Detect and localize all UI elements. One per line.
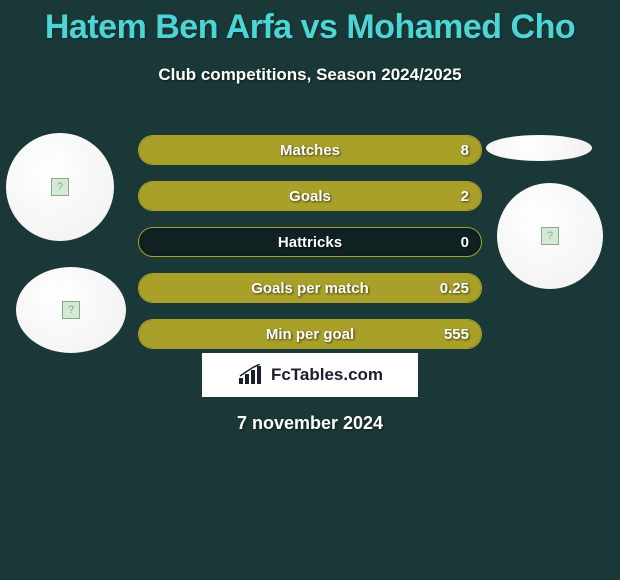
snapshot-date: 7 november 2024: [0, 413, 620, 434]
comparison-subtitle: Club competitions, Season 2024/2025: [0, 65, 620, 85]
broken-image-icon: ?: [541, 227, 559, 245]
stat-value: 8: [461, 136, 469, 166]
player-avatar-left-2: ?: [16, 267, 126, 353]
broken-image-icon: ?: [51, 178, 69, 196]
stats-area: ? ? ? Matches 8 Goals 2 Hattricks 0 Goal…: [0, 113, 620, 353]
brand-text: FcTables.com: [271, 365, 383, 385]
player-avatar-right-1: [486, 135, 592, 161]
stat-row-matches: Matches 8: [138, 135, 482, 165]
player-avatar-left-1: ?: [6, 133, 114, 241]
stat-label: Matches: [139, 136, 481, 166]
brand-logo-icon: [237, 364, 265, 386]
stat-value: 2: [461, 182, 469, 212]
stat-label: Min per goal: [139, 320, 481, 350]
stat-rows: Matches 8 Goals 2 Hattricks 0 Goals per …: [138, 135, 482, 365]
stat-row-goals: Goals 2: [138, 181, 482, 211]
player-avatar-right-2: ?: [497, 183, 603, 289]
stat-row-min-per-goal: Min per goal 555: [138, 319, 482, 349]
stat-value: 555: [444, 320, 469, 350]
stat-label: Hattricks: [139, 228, 481, 258]
stat-value: 0.25: [440, 274, 469, 304]
broken-image-icon: ?: [62, 301, 80, 319]
stat-value: 0: [461, 228, 469, 258]
comparison-title: Hatem Ben Arfa vs Mohamed Cho: [0, 0, 620, 47]
stat-row-goals-per-match: Goals per match 0.25: [138, 273, 482, 303]
stat-row-hattricks: Hattricks 0: [138, 227, 482, 257]
stat-label: Goals: [139, 182, 481, 212]
stat-label: Goals per match: [139, 274, 481, 304]
